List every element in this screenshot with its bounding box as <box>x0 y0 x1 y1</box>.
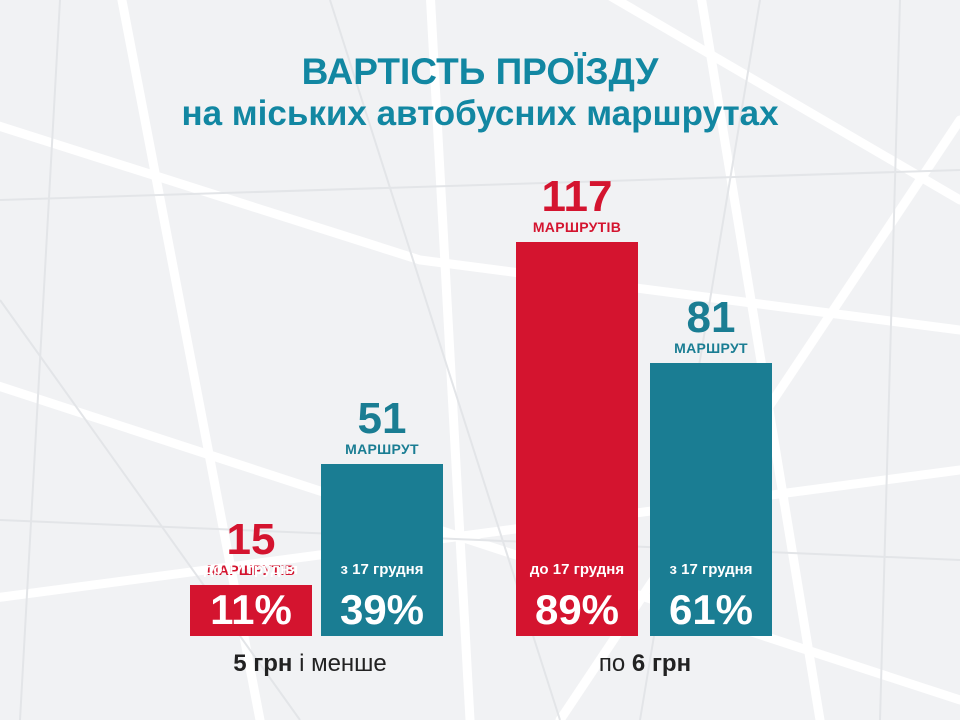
date-label-before-1: до 17 грудня <box>203 561 299 578</box>
group-label-5: 5 грн і менше <box>180 650 440 678</box>
group-label-6: по 6 грн <box>510 650 780 678</box>
bar-after-1 <box>321 464 443 636</box>
value-label-after-1: 51 <box>357 394 407 443</box>
unit-label-after-1: МАРШРУТ <box>345 441 419 457</box>
unit-label-before-1: МАРШРУТІВ <box>206 562 296 578</box>
group-label-6-prefix: по <box>598 650 626 677</box>
percent-label-before-1: 11% <box>210 586 292 633</box>
date-label-after-1: з 17 грудня <box>340 561 424 578</box>
value-label-after-2: 81 <box>686 293 736 342</box>
group-label-5-bold: 5 грн <box>233 650 293 677</box>
bar-before-1 <box>190 585 312 636</box>
value-label-before-2: 117 <box>541 172 613 221</box>
group-label-6-bold: 6 грн <box>631 650 692 677</box>
unit-label-after-2: МАРШРУТ <box>674 340 748 356</box>
chart-title-line2: на міських автобусних маршрутах <box>181 94 779 133</box>
group-label-5-rest: і менше <box>299 650 387 677</box>
date-label-after-2: з 17 грудня <box>669 561 753 578</box>
chart-title-line1: ВАРТІСТЬ ПРОЇЗДУ <box>301 51 659 92</box>
percent-label-after-1: 39% <box>339 586 425 633</box>
value-label-before-1: 15 <box>226 515 276 564</box>
date-label-before-2: до 17 грудня <box>529 561 625 578</box>
unit-label-before-2: МАРШРУТІВ <box>532 219 622 235</box>
bar-before-2 <box>516 242 638 636</box>
percent-label-after-2: 61% <box>668 586 754 633</box>
bar-after-2 <box>650 363 772 636</box>
percent-label-before-2: 89% <box>534 586 620 633</box>
